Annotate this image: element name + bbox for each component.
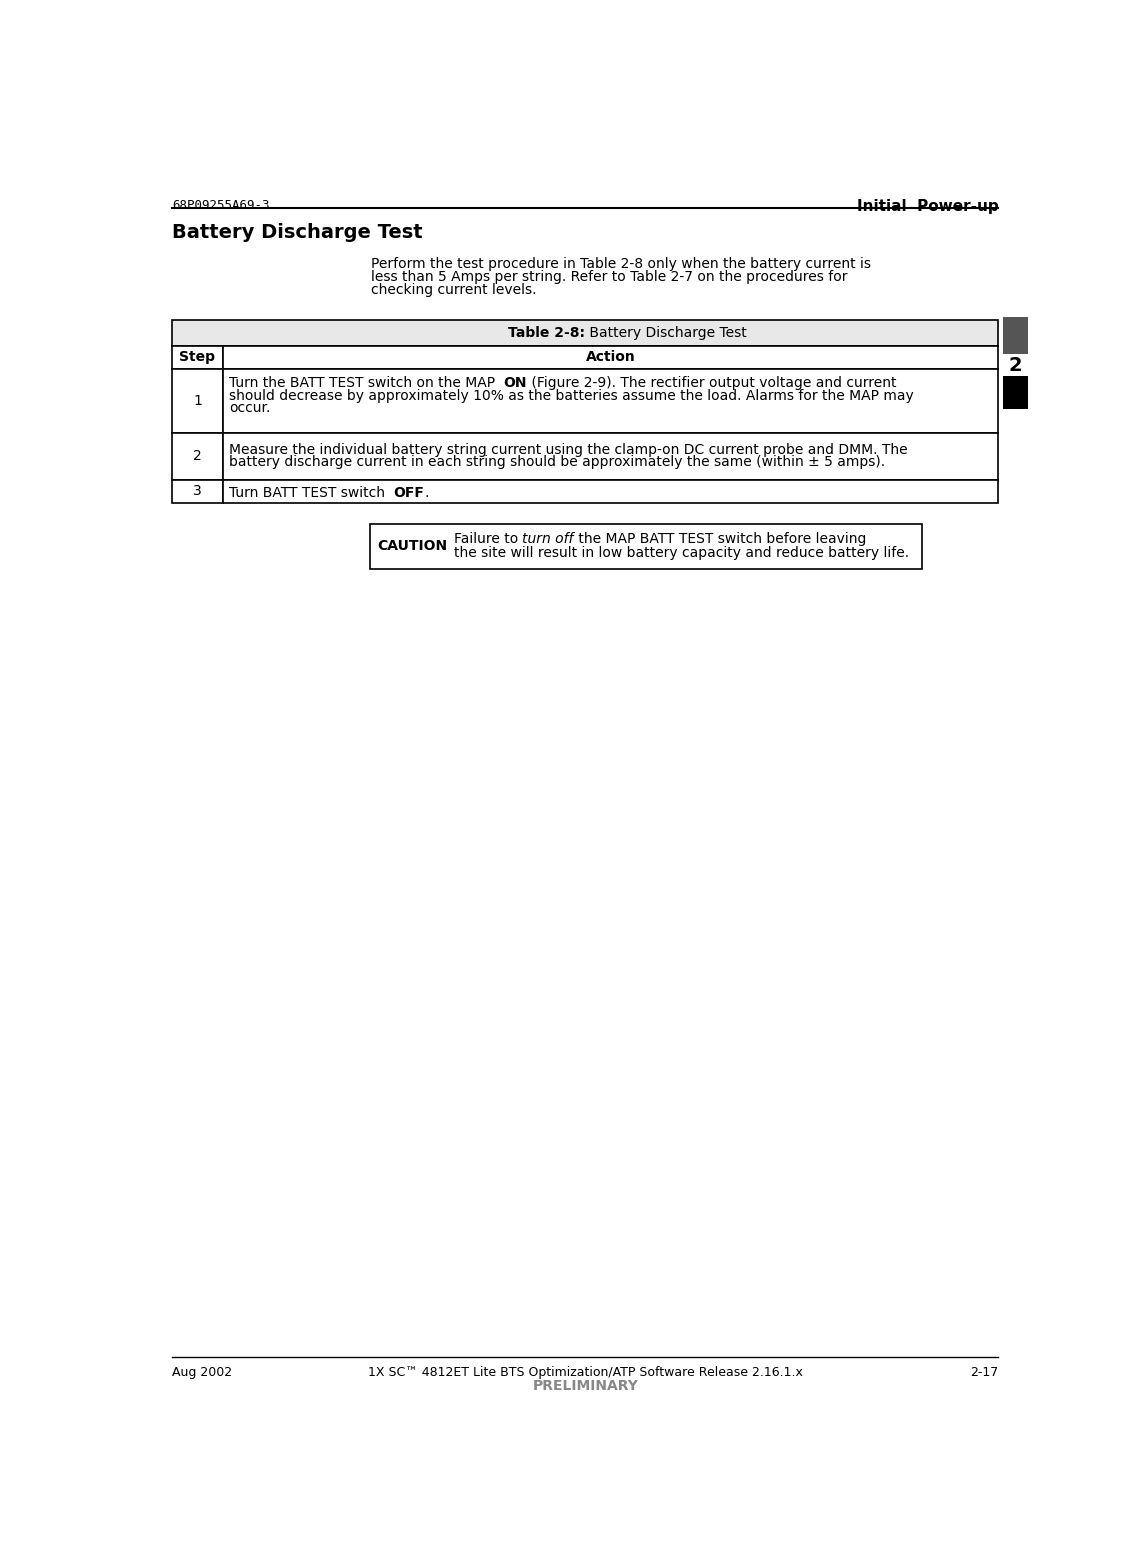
- Text: Perform the test procedure in Table 2-8 only when the battery current is: Perform the test procedure in Table 2-8 …: [371, 256, 871, 271]
- Bar: [172, 321, 998, 346]
- Text: 1X SC™ 4812ET Lite BTS Optimization/ATP Software Release 2.16.1.x: 1X SC™ 4812ET Lite BTS Optimization/ATP …: [368, 1365, 803, 1379]
- Text: Turn BATT TEST switch: Turn BATT TEST switch: [228, 486, 394, 499]
- Text: PRELIMINARY: PRELIMINARY: [532, 1379, 638, 1394]
- Bar: [172, 480, 223, 502]
- Text: Step: Step: [179, 350, 216, 364]
- Bar: [172, 346, 223, 369]
- Text: 68P09255A69-3: 68P09255A69-3: [172, 199, 270, 213]
- Text: battery discharge current in each string should be approximately the same (withi: battery discharge current in each string…: [228, 455, 885, 469]
- Bar: [1003, 375, 1028, 410]
- Bar: [172, 369, 223, 433]
- Bar: [1003, 317, 1028, 353]
- Text: the MAP BATT TEST switch before leaving: the MAP BATT TEST switch before leaving: [573, 532, 866, 546]
- Text: 2-17: 2-17: [970, 1365, 998, 1379]
- Text: 1: 1: [193, 394, 202, 408]
- Text: Initial  Power-up: Initial Power-up: [856, 199, 998, 214]
- Text: (Figure 2-9). The rectifier output voltage and current: (Figure 2-9). The rectifier output volta…: [528, 377, 896, 391]
- Text: Table 2-8:: Table 2-8:: [508, 325, 585, 339]
- Text: CAUTION: CAUTION: [378, 540, 448, 554]
- Bar: [370, 524, 923, 569]
- Text: 3: 3: [193, 485, 202, 497]
- Text: Measure the individual battery string current using the clamp-on DC current prob: Measure the individual battery string cu…: [228, 443, 908, 457]
- Text: Battery Discharge Test: Battery Discharge Test: [172, 224, 423, 242]
- Bar: [172, 433, 223, 480]
- Bar: [223, 369, 998, 433]
- Text: occur.: occur.: [228, 400, 271, 414]
- Text: 2: 2: [193, 449, 202, 463]
- Text: Aug 2002: Aug 2002: [172, 1365, 232, 1379]
- Text: 2: 2: [1008, 355, 1022, 374]
- Text: checking current levels.: checking current levels.: [371, 283, 537, 297]
- Bar: [223, 433, 998, 480]
- Text: Action: Action: [586, 350, 635, 364]
- Text: less than 5 Amps per string. Refer to Table 2-7 on the procedures for: less than 5 Amps per string. Refer to Ta…: [371, 271, 847, 285]
- Text: should decrease by approximately 10% as the batteries assume the load. Alarms fo: should decrease by approximately 10% as …: [228, 388, 914, 402]
- Text: .: .: [425, 486, 428, 499]
- Text: Turn the BATT TEST switch on the MAP: Turn the BATT TEST switch on the MAP: [228, 377, 504, 391]
- Text: turn off: turn off: [522, 532, 573, 546]
- Text: OFF: OFF: [394, 486, 425, 499]
- Bar: [223, 346, 998, 369]
- Text: Failure to: Failure to: [453, 532, 522, 546]
- Text: Battery Discharge Test: Battery Discharge Test: [585, 325, 747, 339]
- Text: the site will result in low battery capacity and reduce battery life.: the site will result in low battery capa…: [453, 546, 909, 560]
- Bar: [223, 480, 998, 502]
- Text: ON: ON: [504, 377, 528, 391]
